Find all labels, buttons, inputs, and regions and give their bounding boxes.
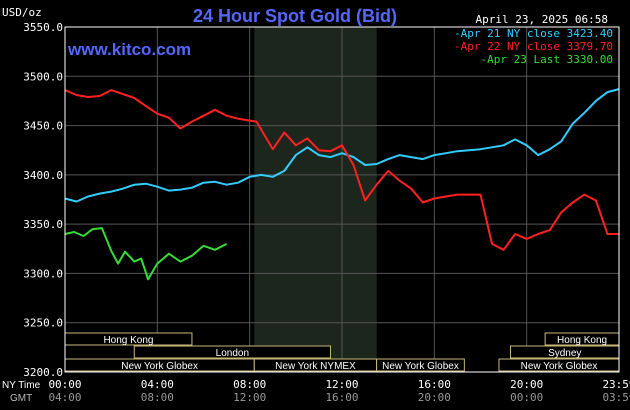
nymex-session-band (254, 27, 377, 372)
ny-time-tick: 12:00 (325, 378, 358, 391)
legend: -Apr 21 NY close 3423.40-Apr 22 NY close… (454, 27, 613, 66)
session-bars: Hong Kong Hong Kong London Sydney New York G… (64, 332, 620, 372)
gmt-tick: 04:00 (48, 391, 81, 404)
session-label: Hong Kong (557, 335, 607, 346)
legend-entry-3: -Apr 23 Last 3330.00 (481, 53, 613, 66)
watermark: www.kitco.com (67, 40, 191, 59)
chart-title: 24 Hour Spot Gold (Bid) (193, 6, 397, 26)
session-bar (133, 345, 331, 359)
ny-time-label: NY Time (2, 380, 41, 391)
ny-time-tick: 04:00 (141, 378, 174, 391)
session-label: New York NYMEX (275, 361, 356, 372)
y-tick-label: 3400.0 (23, 169, 63, 182)
ny-time-tick: 23:59 (602, 378, 630, 391)
y-tick-label: 3300.0 (23, 267, 63, 280)
legend-entry-1: -Apr 21 NY close 3423.40 (454, 27, 613, 40)
session-label: London (216, 348, 249, 359)
session-label: New York Globex (382, 361, 459, 372)
legend-entry-2: -Apr 22 NY close 3379.70 (454, 40, 613, 53)
session-bar (376, 358, 465, 372)
gmt-tick: 12:00 (233, 391, 266, 404)
y-tick-label: 3250.0 (23, 317, 63, 330)
series-lines (64, 88, 620, 281)
y-tick-label: 3200.0 (23, 366, 63, 379)
y-axis-ticks: 3550.0 3500.0 3450.0 3400.0 3350.0 3300.0 3250… (23, 21, 63, 379)
ny-time-tick: 00:00 (48, 378, 81, 391)
gmt-tick: 20:00 (418, 391, 451, 404)
gmt-tick: 03:59 (602, 391, 630, 404)
unit-label: USD/oz (2, 6, 42, 19)
y-tick-label: 3500.0 (23, 70, 63, 83)
gmt-tick: 00:00 (510, 391, 543, 404)
x-axis-ticks: 00:0004:0008:0012:0016:0020:0023:5904:00… (48, 378, 630, 404)
session-label: Hong Kong (103, 335, 153, 346)
series-line-3 (64, 227, 228, 281)
ny-time-tick: 08:00 (233, 378, 266, 391)
gmt-tick: 08:00 (141, 391, 174, 404)
session-label: New York Globex (121, 361, 198, 372)
y-tick-label: 3350.0 (23, 218, 63, 231)
y-tick-label: 3450.0 (23, 120, 63, 133)
ny-time-tick: 20:00 (510, 378, 543, 391)
session-label: New York Globex (521, 361, 598, 372)
plot-frame (64, 26, 620, 373)
series-line-1 (64, 88, 620, 203)
gmt-tick: 16:00 (325, 391, 358, 404)
timestamp: April 23, 2025 06:58 (476, 13, 608, 26)
session-label: Sydney (548, 348, 581, 359)
y-tick-label: 3550.0 (23, 21, 63, 34)
ny-time-tick: 16:00 (418, 378, 451, 391)
gmt-label: GMT (10, 393, 32, 404)
series-line-2 (64, 89, 619, 251)
